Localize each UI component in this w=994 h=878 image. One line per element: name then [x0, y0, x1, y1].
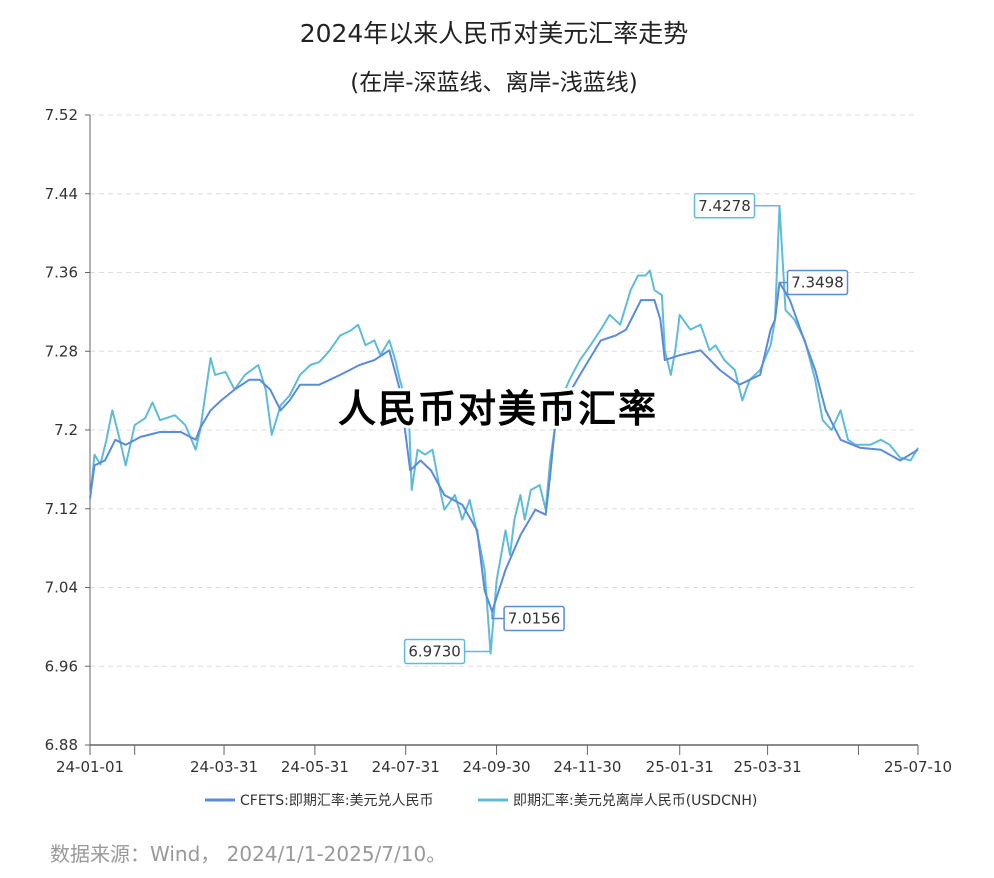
y-tick-label: 7.2: [54, 421, 78, 439]
y-tick-label: 7.04: [45, 579, 78, 597]
x-tick-label: 24-03-31: [190, 758, 258, 776]
x-tick-label: 25-01-31: [646, 758, 714, 776]
x-tick-label: 24-11-30: [553, 758, 621, 776]
x-tick-label: 24-07-31: [372, 758, 440, 776]
usdcnh-line: [89, 204, 919, 655]
x-tick-label: 25-03-31: [734, 758, 802, 776]
annotation-label: 6.9730: [408, 642, 461, 660]
cfets-line: [89, 281, 919, 613]
annotations: 7.4278 7.3498 7.0156 6.9730: [403, 193, 849, 665]
y-tick-label: 7.28: [45, 342, 78, 360]
annotation-label: 7.4278: [698, 197, 751, 215]
annotation-connector: [491, 611, 505, 620]
legend-label: CFETS:即期汇率:美元兑人民币: [240, 792, 434, 809]
annotation-label: 7.3498: [791, 274, 844, 292]
chart-subtitle: (在岸-深蓝线、离岸-浅蓝线): [350, 70, 638, 96]
x-tick-label: 24-09-30: [463, 758, 531, 776]
grid-lines: [90, 114, 918, 667]
annotation-box: [693, 193, 756, 219]
axes: 6.88 6.96 7.04 7.12 7.2 7.28 7.36 7.44 7.52 24-01…: [45, 106, 952, 776]
annotation-label: 7.0156: [508, 610, 561, 628]
watermark: 人民币对美币汇率: [338, 387, 658, 431]
y-tick-label: 7.36: [45, 264, 78, 282]
y-tick-label: 7.52: [45, 106, 78, 124]
x-tick-label: 24-01-01: [56, 758, 124, 776]
y-tick-label: 7.12: [45, 500, 78, 518]
annotation-connector: [464, 650, 492, 654]
legend: CFETS:即期汇率:美元兑人民币 即期汇率:美元兑离岸人民币(USDCNH): [205, 792, 757, 809]
y-tick-label: 6.88: [45, 736, 78, 754]
annotation-box: [403, 638, 466, 665]
annotation-box: [786, 269, 849, 296]
series-lines: [89, 204, 919, 655]
y-tick-label: 7.44: [45, 185, 78, 203]
y-tick-label: 6.96: [45, 657, 78, 675]
x-tick-label: 25-07-10: [884, 758, 952, 776]
x-tick-label: 24-05-31: [281, 758, 349, 776]
legend-label: 即期汇率:美元兑离岸人民币(USDCNH): [513, 792, 757, 809]
annotation-box: [503, 605, 565, 632]
chart-title: 2024年以来人民币对美元汇率走势: [300, 19, 689, 48]
source-note: 数据来源：Wind， 2024/1/1-2025/7/10。: [50, 842, 447, 866]
